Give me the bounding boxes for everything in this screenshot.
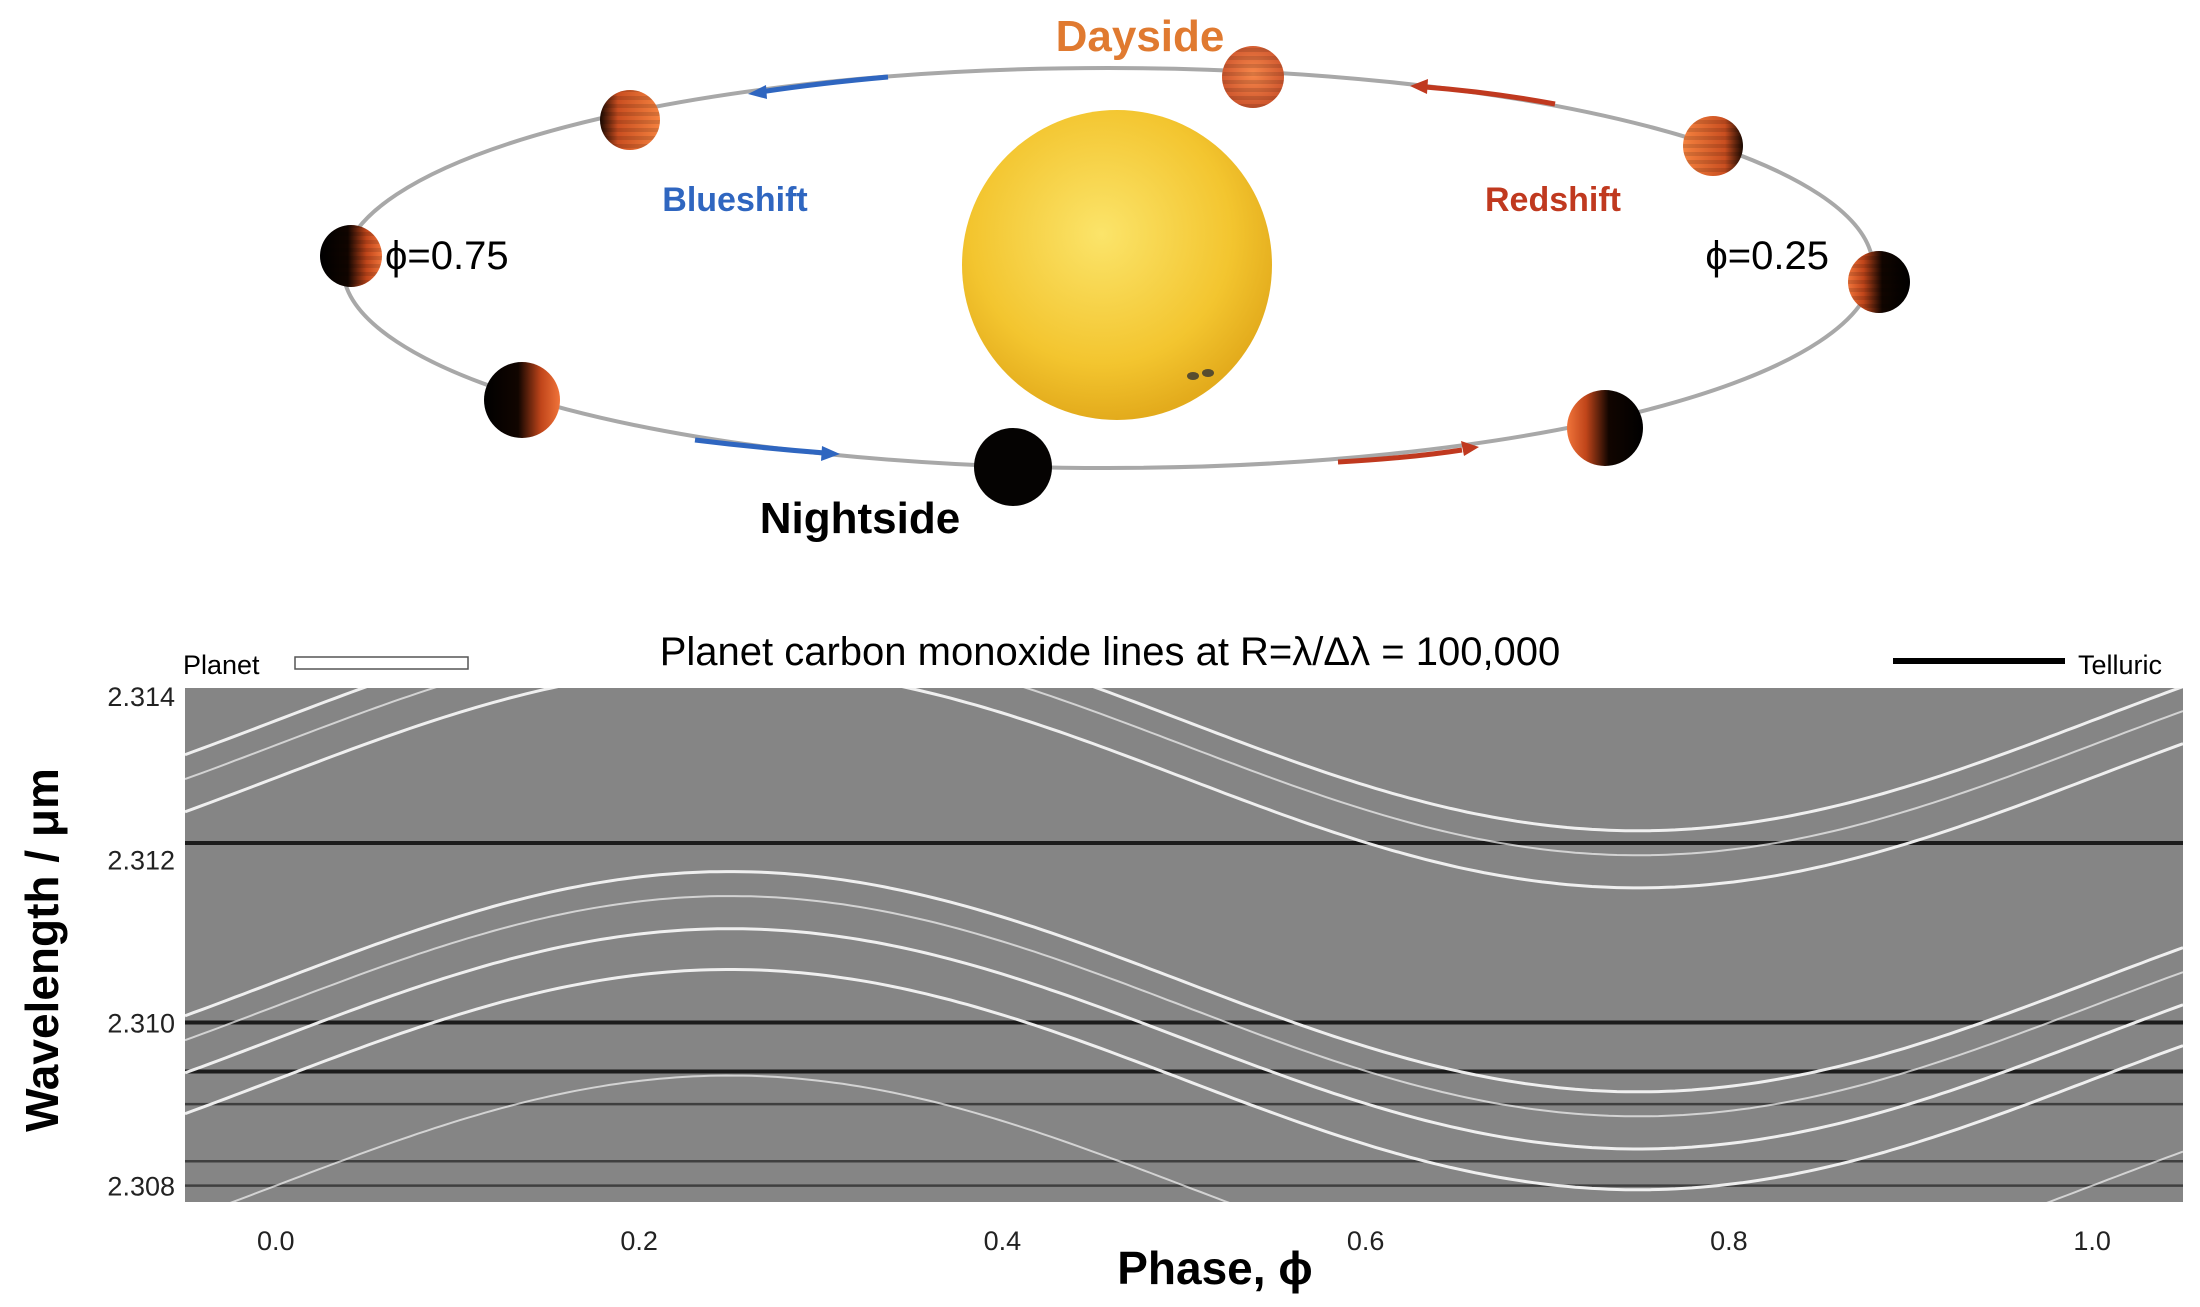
planet-line [185,895,2183,1118]
y-tick-label: 2.312 [107,845,175,875]
chart-title: Planet carbon monoxide lines at R=λ/Δλ =… [660,630,1561,674]
x-tick-label: 0.6 [1347,1226,1385,1256]
plot-background [185,688,2183,1202]
planet-line [229,1074,2183,1202]
phase-025-label: ϕ=0.25 [1705,234,1829,278]
nightside-label: Nightside [760,494,960,543]
star [962,110,1272,420]
orbit-diagram: Dayside Nightside Blueshift Redshift ϕ=0… [320,12,1910,543]
y-tick-label: 2.308 [107,1172,175,1202]
legend-telluric: Telluric [1893,650,2162,680]
redshift-arrow-top [1410,79,1556,107]
planet-phase-075 [320,225,382,287]
x-axis-ticks: 0.0 0.2 0.4 0.6 0.8 1.0 [257,1226,2111,1256]
sunspot [1187,372,1199,380]
phase-075-label: ϕ=0.75 [385,234,509,278]
y-tick-label: 2.314 [107,682,175,712]
x-tick-label: 0.4 [984,1226,1022,1256]
dayside-label: Dayside [1056,12,1225,61]
planet-line [185,688,2183,890]
blueshift-arrow-bottom [694,437,840,461]
planet-lines [185,688,2183,1202]
planet-upper-right [1683,116,1743,176]
y-axis-label: Wavelength / μm [16,768,68,1132]
x-tick-label: 0.2 [620,1226,658,1256]
x-axis-label: Phase, ϕ [1117,1242,1313,1294]
x-tick-label: 0.8 [1710,1226,1748,1256]
planet-lower-right [1567,390,1643,466]
legend-telluric-label: Telluric [2078,650,2162,680]
planet-line [185,968,2183,1192]
planet-lower-left [484,362,560,438]
planet-line [185,688,2183,833]
legend-planet-label: Planet [183,650,260,680]
blueshift-label: Blueshift [662,181,807,219]
blueshift-arrow-top [748,74,889,99]
planet-phase-025 [1848,251,1910,313]
y-tick-label: 2.310 [107,1009,175,1039]
spectrum-panel: Planet carbon monoxide lines at R=λ/Δλ =… [16,630,2183,1294]
x-tick-label: 0.0 [257,1226,295,1256]
planet-dayside [1222,46,1284,108]
planet-upper-left [600,90,660,150]
legend-planet-swatch [294,656,469,670]
planet-line [185,688,2183,857]
legend-planet: Planet [183,650,469,680]
y-axis-ticks: 2.308 2.310 2.312 2.314 [107,682,175,1202]
x-tick-label: 1.0 [2073,1226,2111,1256]
planet-nightside [974,428,1052,506]
sunspot [1202,369,1214,377]
planet-line [185,870,2183,1094]
redshift-arrow-bottom [1337,441,1479,465]
planet-line [185,927,2183,1151]
redshift-label: Redshift [1485,181,1621,219]
